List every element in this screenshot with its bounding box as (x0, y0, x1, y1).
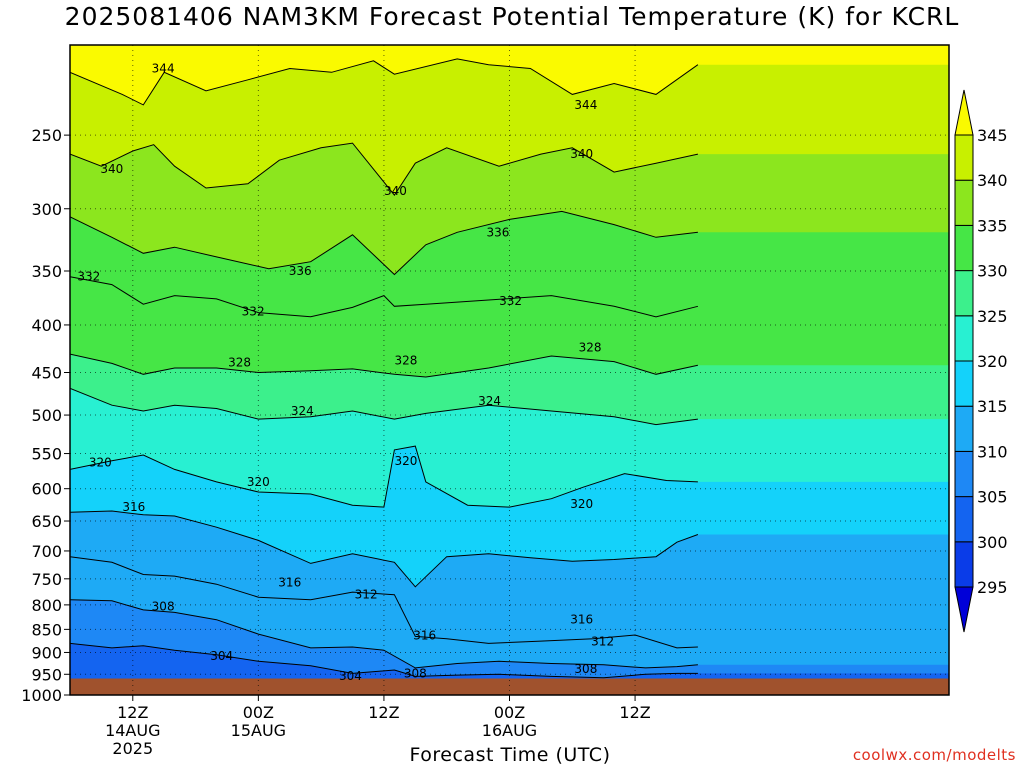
contour-label-328: 328 (579, 341, 602, 355)
y-tick-label: 600 (31, 480, 62, 499)
x-tick-label: 00Z (494, 703, 525, 722)
x-tick-label: 12Z (368, 703, 399, 722)
y-axis: 250 300 350 400 450 500 550 600 650 700 750 800 850 9… (21, 126, 70, 705)
contour-label-308: 308 (574, 662, 597, 676)
x-tick-label: 12Z (117, 703, 148, 722)
isentrope-328 (70, 353, 699, 378)
x-tick-label: 14AUG (105, 721, 160, 740)
contour-label-324: 324 (291, 404, 314, 418)
colorbar-under-triangle (954, 586, 974, 633)
colorbar-label: 300 (977, 533, 1008, 552)
contour-label-320: 320 (394, 454, 417, 468)
colorbar-swatch (954, 450, 974, 498)
contour-label-340: 340 (384, 184, 407, 198)
contour-label-344: 344 (574, 98, 597, 112)
y-tick-label: 750 (31, 570, 62, 589)
contour-label-320: 320 (89, 455, 112, 469)
colorbar-label: 305 (977, 488, 1008, 507)
contour-label-316: 316 (413, 628, 436, 642)
x-tick-label: 2025 (112, 739, 153, 758)
contour-label-312: 312 (355, 588, 378, 602)
colorbar-swatch (954, 496, 974, 543)
colorbar-swatch (954, 405, 974, 452)
x-tick-label: 16AUG (482, 721, 537, 740)
colorbar-swatch (954, 224, 974, 272)
contour-label-312: 312 (591, 635, 614, 649)
plot-clip-group (70, 45, 949, 695)
colorbar-swatch (954, 179, 974, 226)
contour-label-320: 320 (247, 475, 270, 489)
isentrope-344 (70, 58, 699, 106)
x-tick-label: 15AUG (231, 721, 286, 740)
contour-label-328: 328 (228, 356, 251, 370)
contour-label-344: 344 (152, 62, 175, 76)
colorbar-swatch (954, 134, 974, 181)
contour-label-308: 308 (152, 599, 175, 613)
y-tick-label: 700 (31, 542, 62, 561)
ground-fill (70, 678, 949, 695)
contour-label-316: 316 (122, 500, 145, 514)
isentrope-340 (70, 142, 699, 196)
isentrope-320 (70, 445, 698, 508)
y-tick-label: 800 (31, 596, 62, 615)
y-tick-label: 950 (31, 665, 62, 684)
y-tick-label: 850 (31, 620, 62, 639)
y-tick-label: 400 (31, 316, 62, 335)
y-tick-label: 1000 (21, 686, 62, 705)
y-tick-label: 900 (31, 643, 62, 662)
contour-label-304: 304 (210, 649, 233, 663)
colorbar-label: 335 (977, 216, 1008, 235)
contour-label-316: 316 (278, 576, 301, 590)
contour-label-340: 340 (100, 162, 123, 176)
contour-label-320: 320 (570, 497, 593, 511)
contour-label-332: 332 (242, 305, 265, 319)
colorbar-swatch (954, 541, 974, 588)
colorbar-label: 320 (977, 352, 1008, 371)
chart-title: 2025081406 NAM3KM Forecast Potential Tem… (64, 2, 960, 31)
colorbar-label: 295 (977, 578, 1008, 597)
credit-text: coolwx.com/modelts (852, 746, 1016, 764)
isentrope-324 (70, 387, 698, 426)
y-tick-label: 300 (31, 200, 62, 219)
colorbar-swatch (954, 270, 974, 317)
contour-label-336: 336 (289, 264, 312, 278)
y-tick-label: 550 (31, 445, 62, 464)
y-tick-label: 250 (31, 126, 62, 145)
x-axis-label: Forecast Time (UTC) (409, 744, 611, 766)
colorbar-label: 325 (977, 307, 1008, 326)
contour-label-340: 340 (570, 147, 593, 161)
contour-label-304: 304 (339, 669, 362, 683)
colorbar-label: 315 (977, 397, 1008, 416)
contour-label-324: 324 (478, 394, 501, 408)
contour-label-332: 332 (499, 294, 522, 308)
colorbar-label: 345 (977, 126, 1008, 145)
contour-label-308: 308 (404, 666, 427, 680)
colorbar-label: 330 (977, 262, 1008, 281)
isentrope-304 (70, 642, 698, 679)
contour-label-316: 316 (570, 613, 593, 627)
y-tick-label: 500 (31, 406, 62, 425)
plot-area: 344 344 340 340 340 336 336 332 332 332 328 328 328 3… (69, 44, 950, 696)
isentrope-312 (70, 556, 698, 649)
isentrope-336 (70, 210, 698, 276)
colorbar-swatch (954, 315, 974, 362)
contour-label-328: 328 (394, 354, 417, 368)
colorbar-label: 340 (977, 171, 1008, 190)
contour-label-332: 332 (77, 270, 100, 284)
y-tick-label: 650 (31, 512, 62, 531)
y-tick-label: 450 (31, 364, 62, 383)
colorbar: 295 300 305 310 315 320 325 330 335 340 345 (954, 89, 1008, 633)
colorbar-swatch (954, 360, 974, 407)
y-tick-label: 350 (31, 262, 62, 281)
x-tick-label: 12Z (619, 703, 650, 722)
x-tick-label: 00Z (243, 703, 274, 722)
colorbar-label: 310 (977, 442, 1008, 461)
isentrope-316 (70, 510, 699, 588)
contour-label-336: 336 (487, 225, 510, 239)
isentrope-332 (70, 276, 699, 318)
colorbar-over-triangle (954, 89, 974, 136)
